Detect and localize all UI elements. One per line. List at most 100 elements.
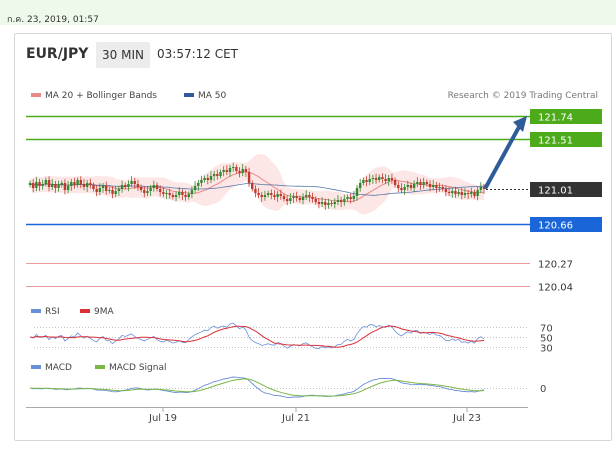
candle-body: [324, 202, 327, 205]
candle-body: [222, 170, 225, 172]
candle-body: [412, 184, 416, 188]
candle-body: [451, 191, 454, 193]
candle-body: [457, 192, 460, 194]
candle-body: [285, 199, 289, 201]
candle-body: [28, 183, 32, 185]
candle-body: [57, 185, 60, 188]
candle-body: [406, 185, 410, 187]
candle-body: [393, 180, 397, 185]
legend-swatch-rsi-ma: [80, 309, 90, 313]
candle-body: [374, 178, 378, 180]
macd-tick-0: 0: [540, 384, 546, 395]
rsi-line: [29, 322, 485, 350]
candle-body: [292, 196, 295, 198]
candle-body: [190, 190, 194, 194]
candle-body: [384, 179, 387, 181]
candle-body: [247, 172, 251, 183]
candle-body: [311, 197, 314, 199]
candle-body: [254, 189, 257, 193]
level-121-51-tag: [530, 132, 602, 147]
candle-body: [390, 178, 394, 180]
candle-body: [432, 185, 435, 187]
candle-body: [365, 180, 368, 182]
candle-body: [70, 182, 73, 186]
candle-body: [120, 185, 124, 189]
candle-body: [139, 187, 143, 190]
legend-label-macd: MACD: [45, 363, 72, 373]
level-120-66-tag: [530, 217, 602, 232]
candle-body: [184, 195, 187, 197]
candle-body: [447, 192, 451, 193]
candle-body: [212, 174, 216, 176]
candle-body: [124, 185, 127, 187]
candle-body: [133, 181, 136, 184]
candle-body: [79, 180, 82, 184]
chart-time: 03:57:12 CET: [157, 47, 238, 61]
level-121-01-tag: [530, 182, 602, 197]
candle-body: [76, 180, 79, 185]
candle-body: [263, 195, 267, 197]
candle-body: [270, 193, 273, 195]
candle-body: [251, 183, 254, 189]
candle-body: [225, 170, 229, 172]
legend-swatch-ma50: [184, 93, 194, 97]
candle-body: [470, 192, 473, 194]
candle-body: [216, 174, 219, 176]
candle-body: [238, 171, 241, 173]
rsi-ma-line: [29, 325, 485, 348]
legend-label-ma50: MA 50: [198, 91, 227, 101]
forecast-arrowhead: [513, 116, 527, 132]
candle-body: [368, 179, 371, 182]
candle-body: [235, 167, 238, 171]
candle-body: [41, 184, 44, 186]
legend-label-rsi-ma: 9MA: [94, 307, 114, 317]
candle-body: [92, 185, 95, 189]
candle-body: [387, 178, 390, 181]
top-bar: ก.ค. 23, 2019, 01:57: [0, 0, 616, 25]
candle-body: [51, 184, 54, 187]
candle-body: [320, 202, 324, 204]
candle-body: [130, 181, 133, 184]
candle-body: [381, 177, 384, 179]
candle-body: [203, 178, 206, 180]
legend-label-ma20: MA 20 + Bollinger Bands: [45, 91, 157, 101]
candle-body: [89, 183, 92, 185]
legend-swatch-macd: [31, 365, 41, 369]
candle-body: [149, 188, 152, 191]
candle-body: [165, 193, 168, 194]
timeframe-badge[interactable]: 30 MIN: [96, 42, 150, 68]
ma50-line: [29, 182, 484, 196]
candle-body: [136, 184, 140, 187]
candle-body: [301, 197, 305, 200]
candle-body: [352, 196, 356, 199]
candle-body: [193, 186, 197, 190]
candle-body: [85, 183, 89, 187]
candle-body: [200, 180, 203, 183]
candle-body: [327, 203, 330, 205]
candle-body: [333, 202, 336, 204]
copyright-credit: Research © 2019 Trading Central: [448, 91, 598, 101]
chart-panel: EUR/JPY 30 MIN 03:57:12 CET: [14, 33, 612, 441]
legend-label-macd-signal: MACD Signal: [109, 363, 167, 373]
candle-body: [482, 187, 486, 189]
level-120-27-label: 120.27: [538, 260, 573, 271]
candle-body: [444, 189, 448, 192]
candle-body: [279, 194, 283, 196]
candle-body: [463, 193, 467, 195]
candle-body: [38, 182, 41, 186]
candle-body: [343, 199, 346, 202]
rsi-tick-70: 70: [540, 324, 553, 335]
candle-body: [31, 183, 35, 188]
legend-label-rsi: RSI: [45, 307, 60, 317]
candle-body: [146, 191, 149, 193]
candle-body: [416, 182, 419, 184]
candle-body: [101, 186, 105, 188]
macd-line: [29, 376, 485, 398]
candle-body: [60, 183, 63, 185]
candle-body: [168, 193, 171, 195]
candle-body: [117, 189, 121, 191]
candle-body: [47, 180, 51, 187]
candle-body: [54, 184, 57, 188]
x-tick-label: Jul 19: [148, 413, 177, 424]
